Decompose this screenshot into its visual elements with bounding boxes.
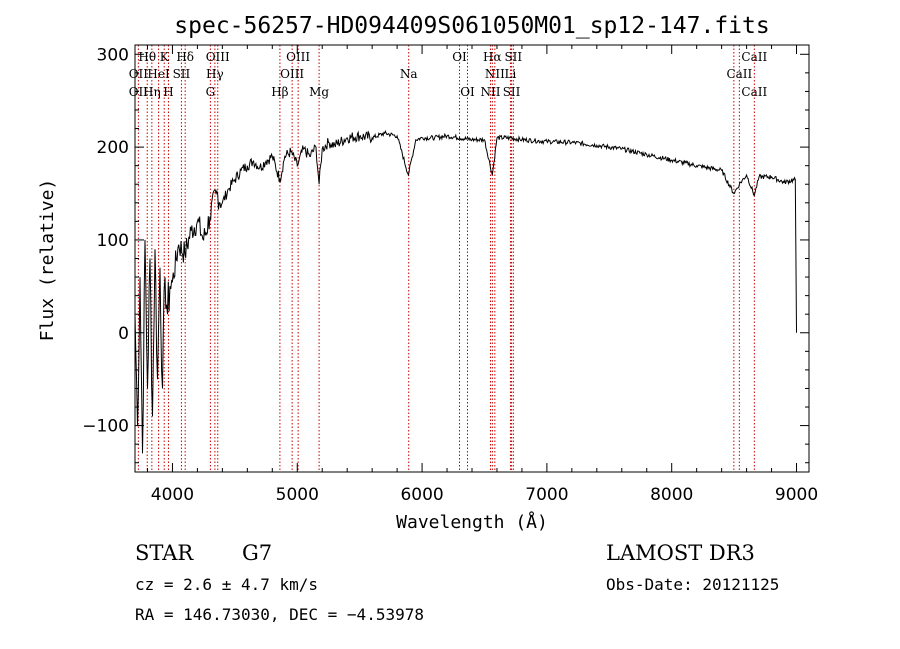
line-label: Mg <box>309 85 329 99</box>
line-label: K <box>160 50 170 64</box>
plot-frame <box>134 44 810 473</box>
obs-date: Obs-Date: 20121125 <box>606 575 779 594</box>
x-tick-label: 8000 <box>650 485 693 505</box>
y-axis-label: Flux (relative) <box>37 179 58 342</box>
line-label: OII <box>129 67 149 81</box>
line-label: Hη <box>143 85 161 99</box>
line-label: Na <box>400 67 418 81</box>
line-label: CaII <box>741 85 767 99</box>
line-label: SII <box>504 50 522 64</box>
line-label: OIII <box>286 50 310 64</box>
y-tick-label: 0 <box>118 324 129 344</box>
y-tick-label: −100 <box>82 417 129 437</box>
line-label: H <box>163 85 173 99</box>
x-tick-label: 9000 <box>775 485 818 505</box>
line-label: OII <box>129 85 149 99</box>
subclass-label: G7 <box>242 541 272 565</box>
x-tick-label: 6000 <box>400 485 443 505</box>
line-label: Hθ <box>138 50 156 64</box>
x-tick-label: 5000 <box>276 485 319 505</box>
y-tick-label: 200 <box>97 138 129 158</box>
x-tick-label: 4000 <box>151 485 194 505</box>
ra-dec: RA = 146.73030, DEC = −4.53978 <box>135 605 424 624</box>
line-label: Hβ <box>271 85 288 99</box>
class-label: STAR <box>135 541 194 565</box>
x-axis-label: Wavelength (Å) <box>396 511 548 533</box>
y-axis: −100 0 100 200 300 <box>82 45 809 464</box>
y-tick-label: 100 <box>97 231 129 251</box>
line-label: Hγ <box>206 67 224 81</box>
x-tick-label: 7000 <box>525 485 568 505</box>
x-axis: 4000 5000 6000 7000 8000 9000 <box>146 45 818 505</box>
line-label: OIII <box>206 50 230 64</box>
line-label: NII <box>485 67 505 81</box>
line-label: SII <box>173 67 191 81</box>
line-label: SII <box>503 85 521 99</box>
chart-title: spec-56257-HD094409S061050M01_sp12-147.f… <box>174 13 769 39</box>
line-label: OI <box>460 85 475 99</box>
line-label: NII <box>480 85 500 99</box>
cz-value: cz = 2.6 ± 4.7 km/s <box>135 575 318 594</box>
line-label: CaII <box>741 50 767 64</box>
line-label: OIII <box>280 67 304 81</box>
line-label: Li <box>505 67 517 81</box>
line-label: G <box>206 85 216 99</box>
survey-label: LAMOST DR3 <box>606 541 755 565</box>
line-label: CaII <box>726 67 752 81</box>
line-label: OI <box>452 50 467 64</box>
y-tick-label: 300 <box>97 45 129 65</box>
emission-line-markers <box>137 45 755 472</box>
spectrum-line <box>134 129 797 454</box>
line-label: HeI <box>147 67 170 81</box>
line-label: Hδ <box>176 50 194 64</box>
line-label: Hα <box>483 50 502 64</box>
